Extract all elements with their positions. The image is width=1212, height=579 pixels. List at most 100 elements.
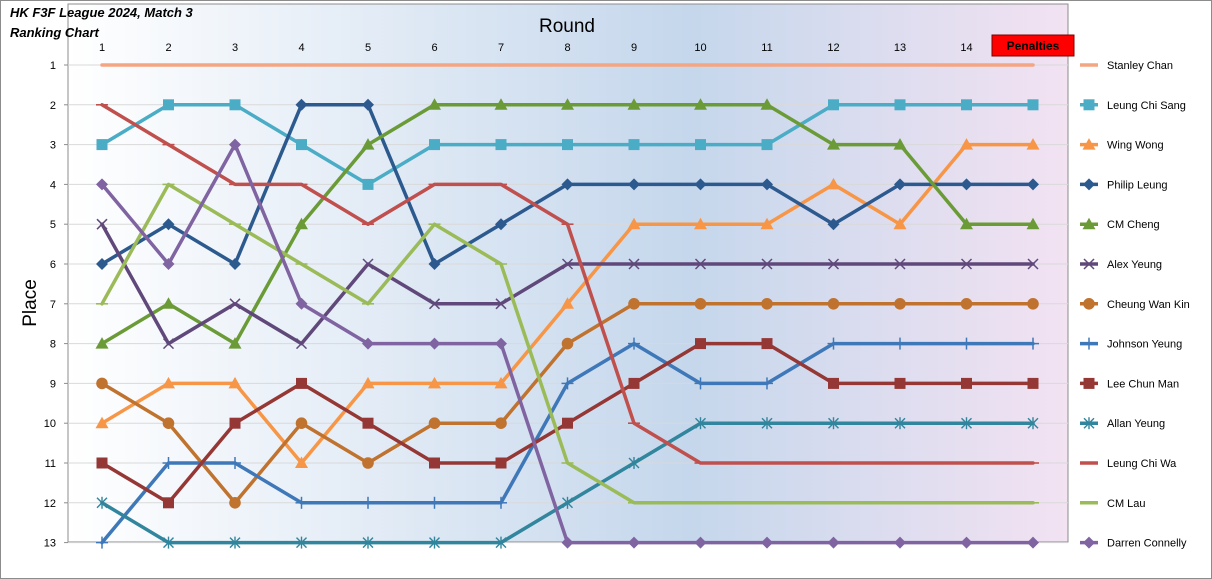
series-11 bbox=[96, 182, 1039, 505]
series-4 bbox=[95, 98, 1040, 349]
data-point bbox=[562, 417, 573, 429]
data-point bbox=[162, 376, 175, 389]
legend-entry: Johnson Yeung bbox=[1080, 337, 1182, 351]
data-point bbox=[296, 377, 307, 389]
data-point bbox=[228, 376, 242, 389]
data-point bbox=[893, 138, 907, 150]
y-tick-label: 7 bbox=[50, 299, 56, 311]
data-point bbox=[163, 99, 174, 111]
data-point bbox=[229, 497, 241, 509]
legend: Stanley Chan Leung Chi Sang Wing Wong Phili… bbox=[1080, 60, 1190, 550]
data-point bbox=[96, 258, 108, 270]
data-point bbox=[162, 258, 175, 270]
x-tick-label: 5 bbox=[365, 42, 371, 54]
data-point bbox=[827, 337, 840, 350]
data-point bbox=[362, 337, 374, 350]
data-point bbox=[1027, 178, 1039, 191]
x-tick-label: 3 bbox=[232, 42, 238, 54]
x-tick-label: 10 bbox=[694, 42, 706, 54]
data-point bbox=[495, 496, 507, 509]
data-point bbox=[960, 138, 973, 150]
data-point bbox=[827, 177, 840, 190]
data-point bbox=[162, 338, 175, 350]
legend-label: Cheung Wan Kin bbox=[1107, 299, 1190, 311]
data-point bbox=[96, 178, 108, 191]
data-point bbox=[428, 258, 441, 270]
legend-entry: Alex Yeung bbox=[1080, 258, 1162, 271]
data-point bbox=[628, 457, 640, 469]
legend-label: Alex Yeung bbox=[1107, 259, 1162, 271]
data-point bbox=[761, 178, 773, 191]
series-5 bbox=[96, 218, 1039, 350]
data-point bbox=[362, 417, 374, 429]
legend-marker bbox=[1082, 217, 1096, 230]
data-point bbox=[295, 98, 308, 111]
data-point bbox=[95, 337, 109, 349]
data-point bbox=[960, 258, 973, 270]
data-point bbox=[362, 178, 374, 190]
x-tick-label-penalties: Penalties bbox=[1007, 39, 1060, 53]
x-tick-label: 9 bbox=[631, 42, 637, 54]
legend-entry: Stanley Chan bbox=[1080, 60, 1173, 72]
data-point bbox=[429, 536, 440, 549]
y-tick-label: 2 bbox=[50, 100, 56, 112]
x-axis-title: Round bbox=[539, 16, 595, 37]
data-point bbox=[428, 298, 441, 310]
data-point bbox=[361, 138, 375, 150]
data-point bbox=[961, 377, 972, 389]
data-point bbox=[827, 258, 840, 270]
y-tick-label: 11 bbox=[45, 458, 56, 470]
data-point bbox=[362, 98, 374, 111]
data-point bbox=[1027, 258, 1039, 270]
data-point bbox=[229, 298, 241, 310]
data-point bbox=[1027, 377, 1039, 389]
series-6 bbox=[96, 298, 1039, 509]
legend-entry: Lee Chun Man bbox=[1080, 377, 1179, 390]
data-point bbox=[960, 298, 973, 310]
data-point bbox=[695, 139, 706, 151]
data-point bbox=[695, 417, 706, 430]
data-point bbox=[495, 139, 507, 151]
data-point bbox=[628, 536, 640, 549]
data-point bbox=[229, 536, 241, 549]
data-point bbox=[295, 417, 308, 430]
x-tick-label: 12 bbox=[827, 42, 839, 54]
data-point bbox=[628, 139, 640, 151]
data-point bbox=[694, 536, 707, 549]
data-point bbox=[229, 258, 241, 270]
data-point bbox=[628, 258, 640, 270]
data-point bbox=[495, 536, 507, 549]
data-point bbox=[1027, 298, 1039, 310]
data-point bbox=[428, 417, 441, 430]
data-point bbox=[628, 178, 640, 191]
data-point bbox=[295, 456, 308, 468]
data-point bbox=[960, 217, 973, 230]
data-point bbox=[894, 298, 906, 310]
data-point bbox=[295, 297, 308, 310]
x-tick-label: 13 bbox=[894, 42, 906, 54]
data-point bbox=[961, 99, 972, 111]
data-point bbox=[362, 496, 374, 509]
data-point bbox=[561, 178, 574, 191]
data-point bbox=[761, 417, 773, 430]
data-point bbox=[761, 377, 773, 390]
data-point bbox=[627, 98, 641, 110]
legend-marker bbox=[1083, 178, 1095, 191]
data-point bbox=[761, 139, 773, 151]
x-tick-label: 11 bbox=[761, 42, 772, 54]
data-point bbox=[495, 457, 507, 469]
data-point bbox=[295, 217, 308, 230]
data-point bbox=[828, 99, 839, 111]
legend-label: Darren Connelly bbox=[1107, 538, 1187, 550]
data-point bbox=[627, 217, 641, 230]
legend-marker bbox=[1083, 298, 1095, 310]
data-point bbox=[229, 417, 241, 429]
data-point bbox=[827, 138, 840, 150]
y-tick-label: 9 bbox=[50, 378, 56, 390]
data-point bbox=[960, 337, 973, 350]
x-tick-label: 1 bbox=[99, 42, 105, 54]
legend-marker bbox=[1083, 377, 1095, 389]
data-point bbox=[1027, 99, 1039, 111]
